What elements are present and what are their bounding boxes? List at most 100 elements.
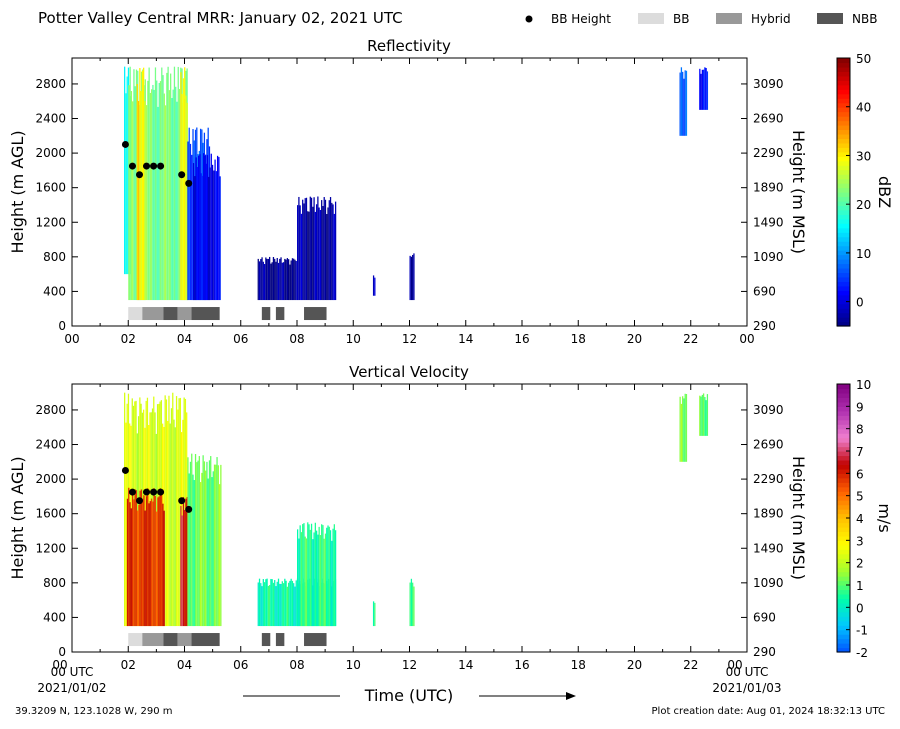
echo-column [137, 101, 140, 301]
echo-column [310, 523, 313, 627]
echo-column [169, 423, 171, 627]
echo-column [171, 98, 173, 301]
echo-column [705, 68, 707, 110]
echo-column [215, 171, 217, 301]
echo-column [124, 392, 126, 627]
echo-column [412, 254, 414, 301]
x-end-date: 2021/01/03 [712, 681, 781, 695]
colorbar-tick-label: 10 [856, 378, 871, 392]
echo-column [154, 67, 157, 301]
x-tick-label: 12 [402, 332, 417, 346]
colorbar-segment [837, 205, 850, 211]
colorbar-tick-label: 30 [856, 149, 871, 163]
colorbar-segment [837, 406, 850, 412]
echo-column [700, 396, 702, 436]
echo-column [300, 213, 303, 301]
echo-column [172, 89, 174, 301]
echo-column [309, 196, 311, 301]
colorbar-segment [837, 102, 850, 108]
y-tick-label-right: 290 [753, 645, 776, 659]
x-tick-label: 22 [683, 658, 698, 672]
y-tick-label-right: 2690 [753, 112, 784, 126]
echo-column [167, 420, 169, 627]
legend-nbb-label: NBB [852, 12, 877, 26]
colorbar-segment [837, 116, 850, 122]
echo-column [303, 203, 305, 301]
echo-column [211, 164, 214, 301]
echo-column [302, 524, 304, 627]
y-tick-label-left: 1200 [35, 215, 66, 229]
colorbar-segment [837, 428, 850, 434]
colorbar-segment [837, 321, 850, 327]
colorbar-segment [837, 165, 850, 171]
colorbar-segment [837, 571, 850, 577]
echo-column [162, 503, 164, 627]
colorbar-segment [837, 625, 850, 631]
echo-column [204, 155, 206, 301]
velocity-panel: Vertical Velocity 00 02 04 06 08 10 12 14 16 18 20… [8, 363, 894, 672]
echo-column [205, 163, 207, 301]
velocity-ylabel-right: Height (m MSL) [789, 456, 808, 580]
echo-column [191, 453, 193, 627]
colorbar-segment [837, 58, 850, 64]
echo-column [685, 393, 688, 462]
echo-column [262, 579, 264, 627]
colorbar-segment [837, 468, 850, 474]
echo-column [145, 105, 148, 301]
echo-column [297, 205, 299, 301]
reflectivity-ylabel-left: Height (m AGL) [8, 130, 27, 253]
echo-column [147, 80, 149, 301]
bb-height-point [121, 466, 129, 474]
colorbar-segment [837, 442, 850, 448]
echo-column [308, 524, 310, 627]
echo-column [159, 81, 162, 301]
echo-column [218, 157, 220, 301]
colorbar-segment [837, 419, 850, 425]
echo-column [191, 154, 193, 301]
colorbar-segment [837, 553, 850, 559]
colorbar-segment [837, 562, 850, 568]
colorbar-segment [837, 437, 850, 443]
echo-column [217, 465, 219, 627]
colorbar-tick-label: 40 [856, 101, 871, 115]
echo-column [148, 67, 150, 301]
echo-column [208, 460, 211, 627]
y-tick-label-left: 2800 [35, 77, 66, 91]
echo-column [324, 533, 327, 627]
echo-column [194, 454, 197, 627]
echo-column [257, 258, 259, 301]
echo-column [307, 522, 309, 627]
echo-column [276, 581, 278, 627]
bb-height-point [185, 505, 193, 513]
colorbar-segment [837, 611, 850, 617]
echo-field [257, 256, 297, 301]
echo-column [702, 69, 705, 110]
echo-column [129, 502, 131, 627]
legend-bb-height-marker [525, 15, 533, 23]
colorbar-segment [837, 98, 850, 104]
echo-column [124, 66, 126, 275]
colorbar-tick-label: 0 [856, 601, 864, 615]
velocity-colorbar: -2 -1 0 1 2 3 4 5 6 7 8 9 10 [836, 378, 871, 660]
echo-column [149, 92, 152, 301]
colorbar-segment [837, 169, 850, 175]
echo-column [317, 196, 319, 301]
echo-column [176, 101, 178, 301]
echo-column [168, 395, 170, 627]
echo-column [142, 498, 144, 627]
colorbar-segment [837, 156, 850, 162]
echo-field [679, 67, 688, 136]
echo-column [155, 511, 158, 627]
echo-column [199, 482, 202, 627]
colorbar-segment [837, 317, 850, 323]
colorbar-segment [837, 589, 850, 595]
echo-column [331, 540, 333, 627]
echo-column [181, 515, 183, 627]
echo-column [177, 66, 179, 301]
reflectivity-title: Reflectivity [367, 37, 451, 55]
colorbar-tick-label: -1 [856, 624, 868, 638]
echo-column [139, 68, 141, 301]
bb-height-point [178, 497, 186, 505]
colorbar-segment [837, 643, 850, 649]
bb-type-segment [142, 307, 164, 321]
